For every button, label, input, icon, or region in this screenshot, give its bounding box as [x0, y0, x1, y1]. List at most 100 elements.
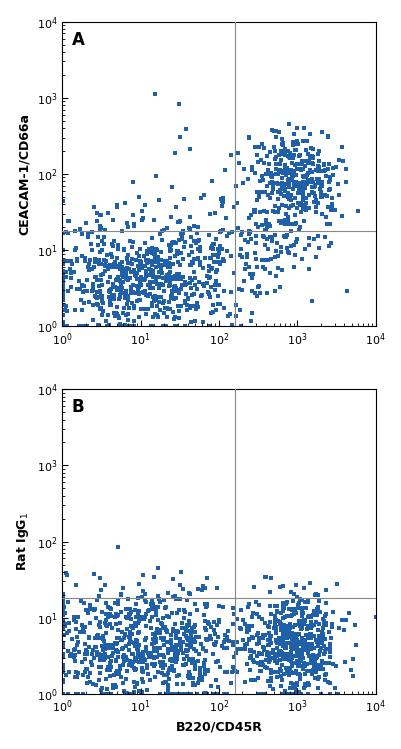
Point — [74, 283, 80, 295]
Point — [63, 567, 69, 579]
Point — [107, 661, 114, 673]
Point — [272, 652, 278, 664]
Point — [303, 145, 309, 157]
Point — [241, 163, 247, 175]
Point — [182, 297, 188, 309]
Point — [306, 176, 313, 188]
Point — [119, 225, 126, 237]
Point — [190, 288, 197, 300]
Point — [265, 243, 271, 255]
Point — [99, 309, 105, 321]
Point — [209, 648, 216, 660]
Point — [316, 155, 322, 167]
Point — [296, 646, 302, 658]
Point — [208, 620, 214, 632]
Point — [169, 591, 176, 603]
Point — [154, 309, 160, 321]
Point — [152, 290, 158, 302]
Point — [84, 646, 90, 658]
Point — [61, 620, 68, 632]
Point — [330, 606, 336, 618]
Point — [299, 622, 306, 634]
Point — [287, 147, 293, 159]
Point — [131, 302, 138, 314]
Point — [246, 633, 252, 645]
Point — [298, 178, 305, 190]
Point — [212, 207, 219, 219]
Point — [134, 641, 141, 653]
Point — [242, 643, 248, 655]
Point — [260, 658, 267, 670]
Point — [59, 265, 66, 277]
Point — [293, 176, 299, 188]
Point — [335, 688, 341, 700]
Point — [125, 290, 132, 302]
Point — [156, 271, 162, 283]
Point — [132, 269, 138, 281]
Point — [157, 655, 163, 667]
Point — [133, 655, 140, 667]
Point — [176, 688, 182, 700]
Point — [291, 179, 298, 191]
Point — [336, 622, 342, 634]
Point — [295, 636, 302, 648]
Point — [152, 251, 158, 263]
Point — [251, 646, 257, 658]
Point — [152, 246, 158, 258]
Point — [113, 608, 119, 620]
Point — [285, 637, 291, 649]
Point — [187, 303, 193, 315]
Point — [280, 633, 286, 645]
Point — [152, 636, 159, 648]
Point — [318, 180, 324, 192]
Point — [214, 583, 221, 595]
Point — [315, 637, 321, 649]
Point — [208, 175, 215, 187]
Point — [152, 308, 158, 320]
Point — [117, 589, 124, 601]
Point — [109, 646, 116, 658]
Point — [123, 273, 130, 285]
Point — [290, 688, 296, 700]
Point — [253, 253, 259, 265]
Point — [292, 657, 298, 669]
Point — [344, 285, 350, 297]
Point — [307, 128, 314, 140]
Point — [265, 254, 271, 266]
Point — [255, 657, 261, 669]
Point — [290, 261, 297, 273]
Point — [240, 178, 246, 189]
Point — [94, 630, 101, 642]
Point — [182, 276, 188, 288]
Point — [59, 614, 66, 626]
Point — [132, 682, 138, 694]
Point — [290, 595, 296, 607]
Point — [288, 164, 295, 176]
Point — [89, 285, 95, 297]
Point — [306, 232, 312, 244]
Point — [230, 618, 237, 630]
Point — [294, 641, 300, 653]
Point — [301, 215, 307, 227]
Point — [294, 163, 300, 175]
Point — [105, 276, 111, 288]
Point — [164, 686, 171, 698]
Point — [73, 688, 79, 700]
Point — [256, 688, 262, 700]
Point — [167, 637, 174, 649]
Point — [221, 629, 228, 641]
Point — [121, 655, 128, 667]
Point — [200, 580, 206, 592]
Point — [298, 155, 305, 167]
Point — [91, 568, 97, 580]
Point — [280, 653, 286, 665]
Point — [87, 254, 93, 266]
Point — [127, 630, 133, 642]
Point — [308, 166, 315, 178]
Point — [297, 221, 304, 233]
Point — [303, 629, 310, 641]
Point — [106, 618, 113, 630]
Point — [298, 688, 305, 700]
Point — [305, 594, 312, 606]
Point — [326, 174, 333, 186]
